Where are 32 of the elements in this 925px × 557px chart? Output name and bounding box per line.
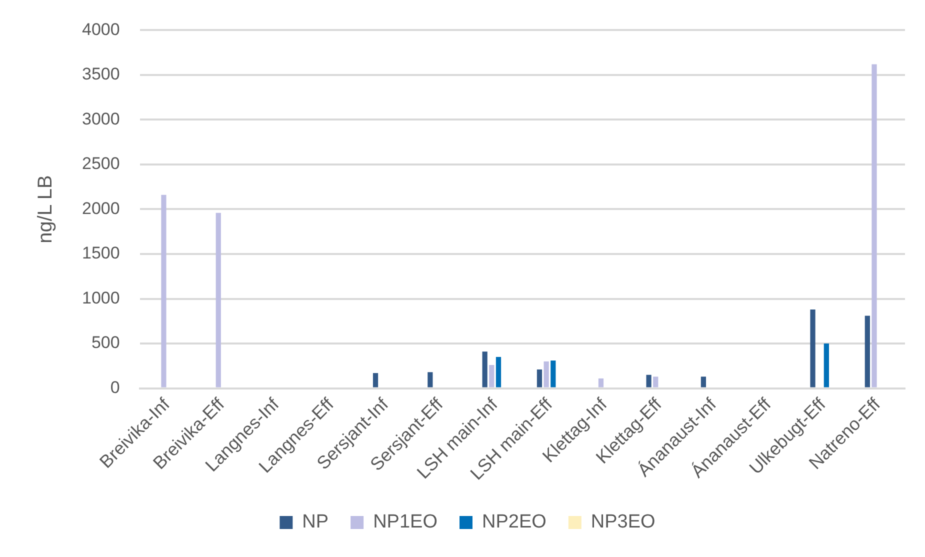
bar: [824, 344, 829, 388]
bar: [598, 378, 604, 388]
y-tick-label: 4000: [82, 20, 120, 39]
y-tick-label: 2500: [82, 154, 120, 174]
bar: [646, 374, 652, 388]
bar: [161, 194, 166, 388]
y-tick-label: 1000: [82, 288, 120, 308]
legend-label: NP3EO: [590, 512, 656, 533]
y-tick-label: 3500: [82, 64, 120, 84]
y-tick-label: 2000: [82, 198, 120, 218]
legend-label: NP1EO: [373, 512, 438, 533]
bar: [489, 365, 494, 388]
y-tick-label: 1500: [82, 244, 120, 263]
y-tick-label: 0: [110, 378, 120, 397]
bar: [653, 376, 658, 388]
bar: [536, 369, 542, 388]
bar: [544, 361, 549, 388]
bar: [810, 309, 816, 388]
y-tick-label: 500: [91, 333, 120, 352]
legend-label: NP: [302, 512, 329, 533]
bar: [372, 373, 378, 388]
y-axis-title: ng/L LB: [34, 175, 57, 244]
bar: [700, 376, 706, 388]
bar: [482, 352, 488, 388]
bar: [872, 64, 877, 388]
y-tick-label: 3000: [82, 109, 120, 128]
bar: [496, 356, 502, 388]
bar: [428, 372, 433, 388]
legend-label: NP2EO: [482, 512, 546, 533]
bar: [550, 360, 556, 388]
bar: [216, 212, 221, 388]
bar: [864, 316, 870, 388]
